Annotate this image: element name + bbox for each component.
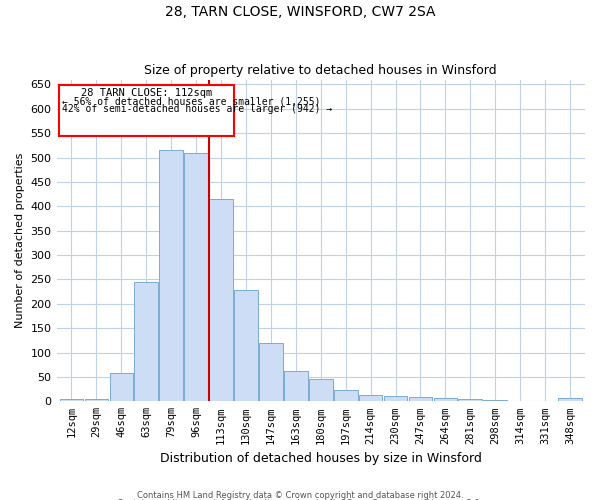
- Bar: [558, 398, 582, 402]
- Bar: [384, 396, 407, 402]
- Bar: [160, 150, 183, 402]
- X-axis label: Distribution of detached houses by size in Winsford: Distribution of detached houses by size …: [160, 452, 482, 465]
- Bar: [434, 398, 457, 402]
- Text: 28, TARN CLOSE, WINSFORD, CW7 2SA: 28, TARN CLOSE, WINSFORD, CW7 2SA: [165, 5, 435, 19]
- Bar: [59, 399, 83, 402]
- Bar: [85, 399, 108, 402]
- Text: Contains public sector information licensed under the Open Government Licence v3: Contains public sector information licen…: [118, 499, 482, 500]
- Bar: [359, 395, 382, 402]
- Bar: [110, 373, 133, 402]
- Bar: [209, 199, 233, 402]
- Title: Size of property relative to detached houses in Winsford: Size of property relative to detached ho…: [145, 64, 497, 77]
- Text: Contains HM Land Registry data © Crown copyright and database right 2024.: Contains HM Land Registry data © Crown c…: [137, 490, 463, 500]
- Text: ← 56% of detached houses are smaller (1,255): ← 56% of detached houses are smaller (1,…: [62, 96, 320, 106]
- Bar: [284, 370, 308, 402]
- Text: 28 TARN CLOSE: 112sqm: 28 TARN CLOSE: 112sqm: [80, 88, 212, 98]
- Bar: [259, 343, 283, 402]
- Bar: [334, 390, 358, 402]
- Y-axis label: Number of detached properties: Number of detached properties: [15, 152, 25, 328]
- Text: 42% of semi-detached houses are larger (942) →: 42% of semi-detached houses are larger (…: [62, 104, 332, 114]
- Bar: [409, 398, 433, 402]
- Bar: [184, 152, 208, 402]
- Bar: [134, 282, 158, 402]
- Bar: [484, 400, 507, 402]
- Bar: [309, 379, 332, 402]
- FancyBboxPatch shape: [59, 86, 233, 136]
- Bar: [234, 290, 258, 402]
- Bar: [458, 399, 482, 402]
